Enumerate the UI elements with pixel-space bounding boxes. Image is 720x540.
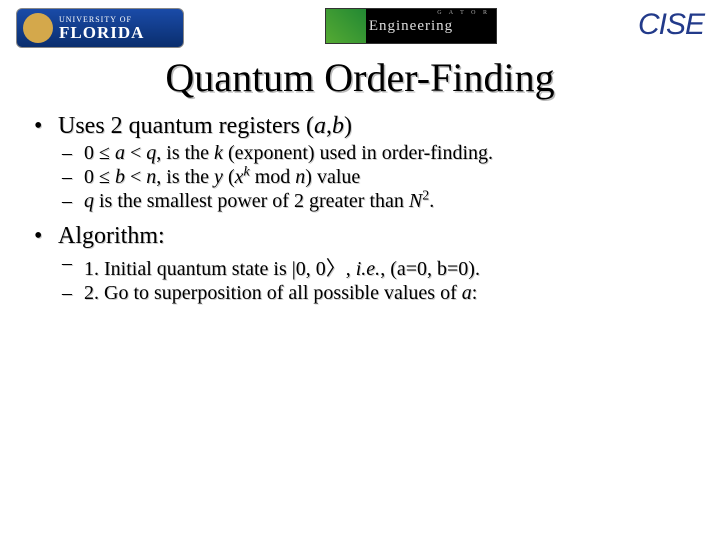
b1-s1: 0 ≤ a < q, is the k (exponent) used in o… — [58, 142, 690, 165]
slide-content: Uses 2 quantum registers (a,b) 0 ≤ a < q… — [0, 101, 720, 305]
b1s3-q: q — [84, 190, 94, 212]
b1-s2: 0 ≤ b < n, is the y (xk mod n) value — [58, 166, 690, 189]
b1s1-k: k — [214, 142, 223, 164]
b1s3-N: N — [409, 190, 422, 212]
uf-seal-icon — [23, 13, 53, 43]
b1s2-b: b — [115, 166, 125, 188]
b1-pre: Uses 2 quantum registers ( — [58, 113, 314, 139]
b1-post: ) — [344, 113, 352, 139]
b1s1-t3: , is the — [156, 142, 214, 164]
b2-s2: 2. Go to superposition of all possible v… — [58, 282, 690, 305]
b1s2-x: x — [235, 166, 244, 188]
b2-text: Algorithm: — [58, 223, 165, 249]
b1s2-n2: n — [295, 166, 305, 188]
eng-label: Engineering — [369, 18, 453, 35]
bullet-2-sub: 1. Initial quantum state is |0, 0〉, i.e.… — [58, 252, 690, 305]
b2s2-t1: 2. Go to superposition of all possible v… — [84, 282, 462, 304]
b2s1-t1: 1. Initial quantum state is |0, 0〉, — [84, 258, 356, 280]
b1s2-n: n — [146, 166, 156, 188]
b2s1-t2: , (a=0, b=0). — [380, 258, 480, 280]
b1-s3: q is the smallest power of 2 greater tha… — [58, 190, 690, 213]
engineering-logo: G A T O R Engineering — [325, 8, 497, 44]
uf-logo: UNIVERSITY OF FLORIDA — [16, 8, 184, 48]
b1s3-t2: . — [429, 190, 434, 212]
b1-a: a — [314, 113, 326, 139]
b1s2-t6: ) value — [305, 166, 360, 188]
b1s2-t1: 0 ≤ — [84, 166, 115, 188]
eng-small: G A T O R — [437, 10, 490, 16]
uf-bottom: FLORIDA — [59, 24, 144, 41]
b1s1-a: a — [115, 142, 125, 164]
bullet-1: Uses 2 quantum registers (a,b) 0 ≤ a < q… — [30, 113, 690, 213]
b1s2-t2: < — [125, 166, 146, 188]
bullet-1-sub: 0 ≤ a < q, is the k (exponent) used in o… — [58, 142, 690, 213]
b2s2-a: a — [462, 282, 472, 304]
b2s2-t2: : — [472, 282, 478, 304]
b2s1-ie: i.e. — [356, 258, 380, 280]
cise-logo: CISE — [638, 8, 704, 42]
header-bar: UNIVERSITY OF FLORIDA G A T O R Engineer… — [0, 0, 720, 48]
b1s3-t1: is the smallest power of 2 greater than — [94, 190, 409, 212]
b1s2-y: y — [214, 166, 223, 188]
b2-s1: 1. Initial quantum state is |0, 0〉, i.e.… — [58, 252, 690, 281]
bullet-list: Uses 2 quantum registers (a,b) 0 ≤ a < q… — [30, 113, 690, 305]
b1s1-t2: < — [125, 142, 146, 164]
bullet-2: Algorithm: 1. Initial quantum state is |… — [30, 223, 690, 305]
b1s1-t4: (exponent) used in order-finding. — [223, 142, 493, 164]
b1s2-t5: mod — [250, 166, 296, 188]
slide-title: Quantum Order-Finding — [0, 54, 720, 101]
b1-b: b — [332, 113, 344, 139]
slide: UNIVERSITY OF FLORIDA G A T O R Engineer… — [0, 0, 720, 540]
b1s1-t1: 0 ≤ — [84, 142, 115, 164]
b1s2-t4: ( — [223, 166, 235, 188]
b1s2-t3: , is the — [156, 166, 214, 188]
b1s1-q: q — [146, 142, 156, 164]
uf-text: UNIVERSITY OF FLORIDA — [59, 16, 144, 41]
